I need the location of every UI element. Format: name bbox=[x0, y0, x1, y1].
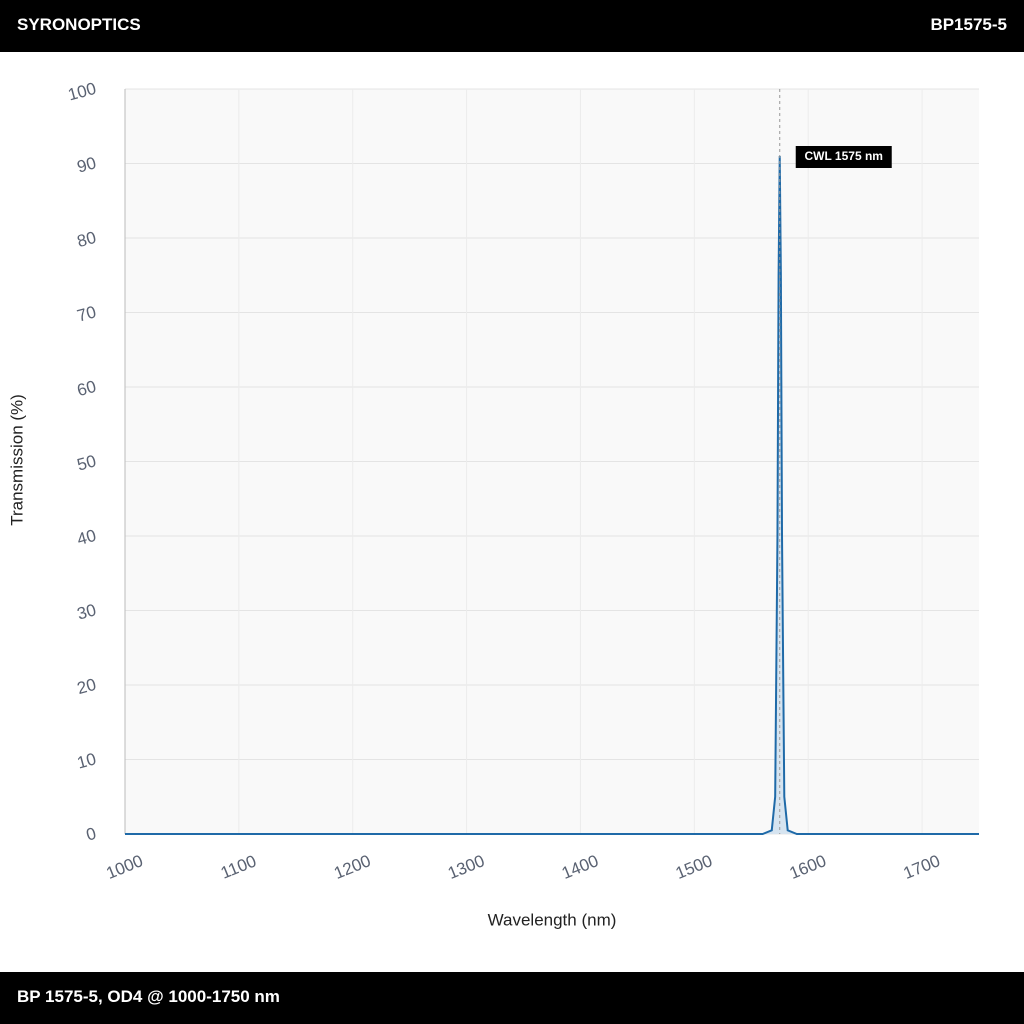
y-tick-label: 80 bbox=[75, 228, 98, 251]
y-tick-label: 50 bbox=[75, 451, 98, 474]
chart: Transmission (%) Wavelength (nm) 0 10 20 30… bbox=[7, 79, 979, 929]
x-axis-label: Wavelength (nm) bbox=[488, 910, 617, 929]
x-tick-label: 1100 bbox=[218, 851, 259, 882]
y-tick-label: 30 bbox=[75, 600, 98, 623]
y-tick-label: 10 bbox=[75, 749, 98, 772]
x-tick-label: 1000 bbox=[104, 851, 146, 883]
x-tick-label: 1700 bbox=[901, 851, 943, 883]
annotation-box bbox=[795, 146, 892, 168]
caption: BP 1575-5, OD4 @ 1000-1750 nm bbox=[17, 987, 280, 1006]
footer: BP 1575-5, OD4 @ 1000-1750 nm bbox=[0, 972, 1024, 1024]
y-axis-label: Transmission (%) bbox=[7, 394, 26, 526]
y-tick-label: 60 bbox=[75, 377, 98, 400]
y-tick-label: 70 bbox=[75, 302, 98, 325]
x-tick-label: 1300 bbox=[445, 851, 487, 883]
x-tick-label: 1600 bbox=[787, 851, 829, 883]
y-tick-label: 100 bbox=[66, 79, 98, 105]
y-tick-label: 90 bbox=[75, 153, 98, 176]
part-number: BP1575-5 bbox=[930, 15, 1007, 34]
x-tick-label: 1500 bbox=[673, 851, 715, 883]
x-tick-label: 1400 bbox=[559, 851, 601, 883]
y-tick-label: 0 bbox=[84, 824, 98, 845]
brand: SYRONOPTICS bbox=[17, 15, 141, 34]
header: SYRONOPTICS BP1575-5 bbox=[0, 0, 1024, 52]
y-tick-label: 40 bbox=[75, 526, 98, 549]
y-tick-label: 20 bbox=[75, 675, 98, 698]
annotation-text: CWL 1575 nm bbox=[804, 149, 882, 163]
x-tick-label: 1200 bbox=[331, 851, 373, 883]
